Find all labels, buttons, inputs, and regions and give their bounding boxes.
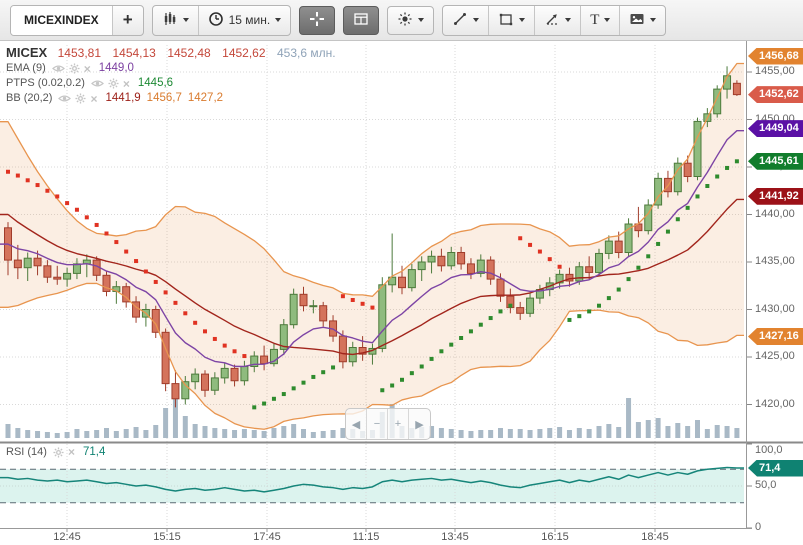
time-tick-label: 16:15: [541, 531, 569, 543]
price-badge: 1441,92: [748, 187, 803, 205]
indicator-legend-row: PTPS (0.02,0.2) × 1445,6: [6, 76, 336, 91]
add-tab-button[interactable]: +: [113, 6, 143, 35]
price-tick-label: 1430,00: [755, 302, 795, 315]
price-badge: 1452,62: [748, 86, 803, 104]
chevron-down-icon: [418, 18, 425, 22]
time-tick-label: 18:45: [641, 531, 669, 543]
chart-canvas[interactable]: [0, 41, 803, 545]
rsi-legend: RSI (14) × 71,4: [6, 445, 105, 459]
rsi-tick-label: 100,0: [755, 444, 783, 456]
line-tool-button[interactable]: [443, 5, 490, 35]
chart-legend: MICEX 1453,81 1454,13 1452,48 1452,62 45…: [6, 45, 336, 106]
indicator-value: 1445,6: [137, 77, 174, 89]
chart-type-button[interactable]: [153, 5, 199, 35]
text-tool-icon: T: [590, 11, 600, 28]
chevron-down-icon: [473, 18, 480, 22]
crosshair-icon: [309, 11, 325, 30]
image-tool-icon: [629, 11, 645, 30]
chevron-down-icon: [519, 18, 526, 22]
chevron-down-icon: [182, 18, 189, 22]
time-tick-label: 11:15: [352, 531, 380, 543]
time-tick-label: 15:15: [153, 531, 181, 543]
price-tick-label: 1440,00: [755, 207, 795, 220]
close-icon[interactable]: ×: [90, 91, 98, 106]
high-value: 1454,13: [112, 46, 156, 60]
indicator-name: EMA (9): [6, 62, 46, 74]
indicator-legend-row: EMA (9) × 1449,0: [6, 61, 336, 76]
chevron-down-icon: [565, 18, 572, 22]
indicator-value: 1449,0: [98, 62, 134, 74]
rsi-badge: 71,4: [748, 459, 803, 477]
gear-icon[interactable]: [69, 63, 80, 74]
toolbar: MICEXINDEX + 15 мин.: [0, 0, 803, 41]
line-tool-icon: [452, 11, 468, 30]
brightness-button[interactable]: [387, 5, 435, 35]
rectangle-tool-icon: [498, 11, 514, 30]
panel-layout-button[interactable]: [343, 5, 380, 35]
indicator-name: PTPS (0.02,0.2): [6, 77, 85, 89]
open-value: 1453,81: [57, 46, 102, 60]
chart-nav-buttons: ◀ − + ▶: [345, 408, 431, 440]
time-tick-label: 17:45: [253, 531, 281, 543]
indicator-legend-row: BB (20,2) × 1441,9 1456,7 1427,2: [6, 91, 336, 106]
text-tool-button[interactable]: T: [581, 5, 621, 35]
price-badge: 1427,16: [748, 327, 803, 345]
rsi-value: 71,4: [82, 446, 106, 458]
crosshair-button[interactable]: [299, 5, 336, 35]
rsi-indicator-name: RSI (14): [6, 446, 47, 458]
price-tick-label: 1425,00: [755, 350, 795, 362]
trend-angle-icon: [544, 11, 560, 30]
indicator-name: BB (20,2): [6, 92, 53, 104]
gear-icon[interactable]: [53, 446, 64, 458]
pan-right-button[interactable]: ▶: [409, 409, 430, 439]
candlestick-type-icon: [162, 11, 178, 30]
close-icon[interactable]: ×: [83, 61, 91, 76]
shape-tool-button[interactable]: [489, 5, 536, 35]
price-tick-label: 1420,00: [755, 397, 795, 410]
image-tool-button[interactable]: [620, 6, 665, 35]
indicator-value: 1441,9: [105, 92, 141, 104]
panel-layout-icon: [353, 11, 369, 30]
price-badge: 1449,04: [748, 120, 803, 138]
indicator-value: 1456,7: [146, 92, 182, 104]
brightness-icon: [397, 11, 413, 30]
symbol-name: MICEX: [6, 45, 48, 60]
eye-icon[interactable]: [51, 63, 65, 74]
timeframe-label: 15 мин.: [228, 13, 271, 27]
chevron-down-icon: [650, 18, 657, 22]
volume-value: 453,6 млн.: [277, 46, 336, 60]
eye-icon[interactable]: [58, 93, 72, 104]
chevron-down-icon: [275, 18, 282, 22]
chart-settings-group: 15 мин.: [151, 4, 292, 36]
timeframe-button[interactable]: 15 мин.: [199, 6, 291, 35]
chart-area: MICEX 1453,81 1454,13 1452,48 1452,62 45…: [0, 41, 803, 545]
zoom-out-button[interactable]: −: [367, 409, 388, 439]
gear-icon[interactable]: [75, 93, 87, 104]
price-badge: 1456,68: [748, 47, 803, 65]
chevron-down-icon: [604, 18, 611, 22]
clock-icon: [208, 11, 224, 30]
drawing-tools-group: T: [442, 4, 667, 36]
rsi-tick-label: 50,0: [755, 479, 777, 491]
price-badge: 1445,61: [748, 152, 803, 170]
price-tick-label: 1435,00: [755, 255, 795, 267]
pan-left-button[interactable]: ◀: [346, 409, 367, 439]
low-value: 1452,48: [167, 46, 211, 60]
symbol-legend-row: MICEX 1453,81 1454,13 1452,48 1452,62 45…: [6, 45, 336, 61]
close-value: 1452,62: [222, 46, 266, 60]
price-tick-label: 1455,00: [755, 65, 795, 77]
eye-icon[interactable]: [90, 78, 104, 89]
angle-tool-button[interactable]: [535, 5, 582, 35]
tab-micexindex[interactable]: MICEXINDEX: [11, 5, 113, 35]
close-icon[interactable]: ×: [67, 445, 75, 459]
symbol-tab-group: MICEXINDEX +: [10, 4, 144, 36]
zoom-in-button[interactable]: +: [388, 409, 409, 439]
gear-icon[interactable]: [108, 78, 119, 89]
rsi-tick-label: 0: [755, 521, 762, 533]
indicator-value: 1427,2: [187, 92, 224, 104]
close-icon[interactable]: ×: [122, 76, 130, 91]
time-tick-label: 13:45: [441, 531, 469, 543]
time-tick-label: 12:45: [53, 531, 81, 543]
